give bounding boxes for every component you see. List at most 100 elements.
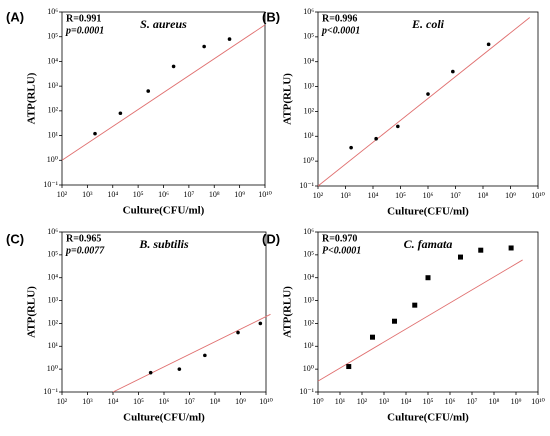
x-axis-label: Culture(CFU/ml) (387, 412, 469, 424)
y-tick-label: 10⁴ (47, 56, 58, 65)
y-tick-label: 10⁻¹ (299, 387, 314, 396)
point (412, 302, 418, 308)
y-tick-label: 10⁻¹ (43, 387, 58, 396)
fit-line (112, 313, 271, 393)
y-tick-label: 10⁴ (303, 57, 314, 66)
y-tick-label: 10⁴ (47, 273, 58, 282)
point (369, 334, 375, 340)
fit-line (61, 24, 266, 161)
x-tick-label: 10⁸ (210, 397, 221, 406)
point (148, 370, 153, 375)
x-axis-label: Culture(CFU/ml) (387, 206, 469, 218)
panel-label: (D) (262, 231, 280, 246)
point (486, 42, 491, 47)
point (425, 275, 431, 281)
point (171, 64, 176, 69)
x-tick-label: 10⁷ (184, 397, 195, 406)
y-axis-label: ATP(RLU) (282, 73, 294, 125)
x-tick-label: 10⁵ (423, 397, 434, 406)
y-tick-label: 10⁵ (47, 250, 58, 259)
y-tick-label: 10⁵ (303, 250, 314, 259)
x-tick-label: 10² (57, 190, 68, 199)
x-tick-label: 10⁶ (445, 397, 456, 406)
point (146, 89, 151, 93)
point (478, 247, 484, 253)
y-axis-label: ATP(RLU) (26, 286, 38, 338)
point (508, 245, 514, 251)
annotation: p=0.0077 (65, 245, 105, 256)
x-tick-label: 10⁴ (401, 397, 412, 406)
y-tick-label: 10⁵ (303, 32, 314, 41)
point (258, 321, 263, 326)
x-tick-label: 10¹⁰ (531, 397, 545, 406)
y-tick-label: 10⁻¹ (299, 181, 314, 190)
point (236, 330, 240, 335)
y-tick-label: 10⁻¹ (43, 180, 58, 189)
point (346, 364, 352, 370)
point (203, 353, 207, 358)
y-tick-label: 10¹ (48, 130, 59, 139)
y-tick-label: 10³ (48, 81, 59, 90)
y-tick-label: 10⁶ (303, 7, 314, 16)
x-tick-label: 10⁷ (467, 397, 478, 406)
x-tick-label: 10⁵ (395, 191, 406, 200)
x-tick-label: 10¹⁰ (258, 190, 272, 199)
y-tick-label: 10³ (304, 81, 315, 90)
chart-title: S. aureus (140, 17, 187, 31)
y-tick-label: 10⁰ (303, 156, 314, 165)
x-tick-label: 10⁹ (234, 190, 245, 199)
point (227, 37, 232, 41)
y-tick-label: 10² (304, 318, 315, 327)
x-axis-label: Culture(CFU/ml) (123, 412, 205, 424)
point (396, 124, 400, 129)
x-tick-label: 10⁴ (107, 190, 118, 199)
x-tick-label: 10⁰ (312, 397, 323, 406)
x-tick-label: 10⁵ (133, 397, 144, 406)
chart-title: B. subtilis (138, 237, 189, 251)
x-tick-label: 10² (313, 191, 324, 200)
fit-line (317, 17, 531, 187)
x-tick-label: 10⁷ (450, 191, 461, 200)
point (118, 111, 123, 116)
annotation: P<0.0001 (322, 245, 361, 256)
x-tick-label: 10⁷ (183, 190, 194, 199)
annotation: R=0.991 (66, 13, 101, 24)
plot-frame (61, 11, 266, 186)
y-tick-label: 10² (48, 318, 59, 327)
point (457, 254, 463, 260)
y-tick-label: 10¹ (304, 131, 315, 140)
y-tick-label: 10³ (48, 295, 59, 304)
x-tick-label: 10⁶ (158, 190, 169, 199)
y-tick-label: 10² (48, 106, 59, 115)
fit-line (317, 259, 523, 382)
x-tick-label: 10¹⁰ (531, 191, 545, 200)
x-tick-label: 10⁹ (511, 397, 522, 406)
y-tick-label: 10⁶ (303, 227, 314, 236)
x-tick-label: 10⁸ (209, 190, 220, 199)
x-axis-label: Culture(CFU/ml) (123, 205, 205, 217)
annotation: R=0.996 (322, 13, 357, 24)
x-tick-label: 10⁶ (159, 397, 170, 406)
annotation: p<0.0001 (321, 25, 360, 36)
annotation: R=0.970 (322, 233, 357, 244)
x-tick-label: 10⁹ (505, 191, 516, 200)
point (202, 44, 206, 49)
y-tick-label: 10⁰ (303, 364, 314, 373)
point (177, 367, 182, 371)
y-tick-label: 10⁴ (303, 273, 314, 282)
x-tick-label: 10⁴ (108, 397, 119, 406)
y-tick-label: 10² (304, 106, 315, 115)
point (391, 318, 397, 324)
panel-label: (C) (6, 231, 24, 246)
x-tick-label: 10¹ (335, 397, 346, 406)
x-tick-label: 10⁴ (368, 191, 379, 200)
x-tick-label: 10¹⁰ (259, 397, 273, 406)
y-tick-label: 10¹ (304, 341, 315, 350)
y-axis-label: ATP(RLU) (26, 72, 38, 124)
point (451, 69, 455, 74)
chart-title: C. famata (404, 237, 453, 251)
x-tick-label: 10⁸ (478, 191, 489, 200)
y-axis-label: ATP(RLU) (282, 286, 294, 338)
y-tick-label: 10⁶ (47, 7, 58, 16)
x-tick-label: 10⁸ (489, 397, 500, 406)
